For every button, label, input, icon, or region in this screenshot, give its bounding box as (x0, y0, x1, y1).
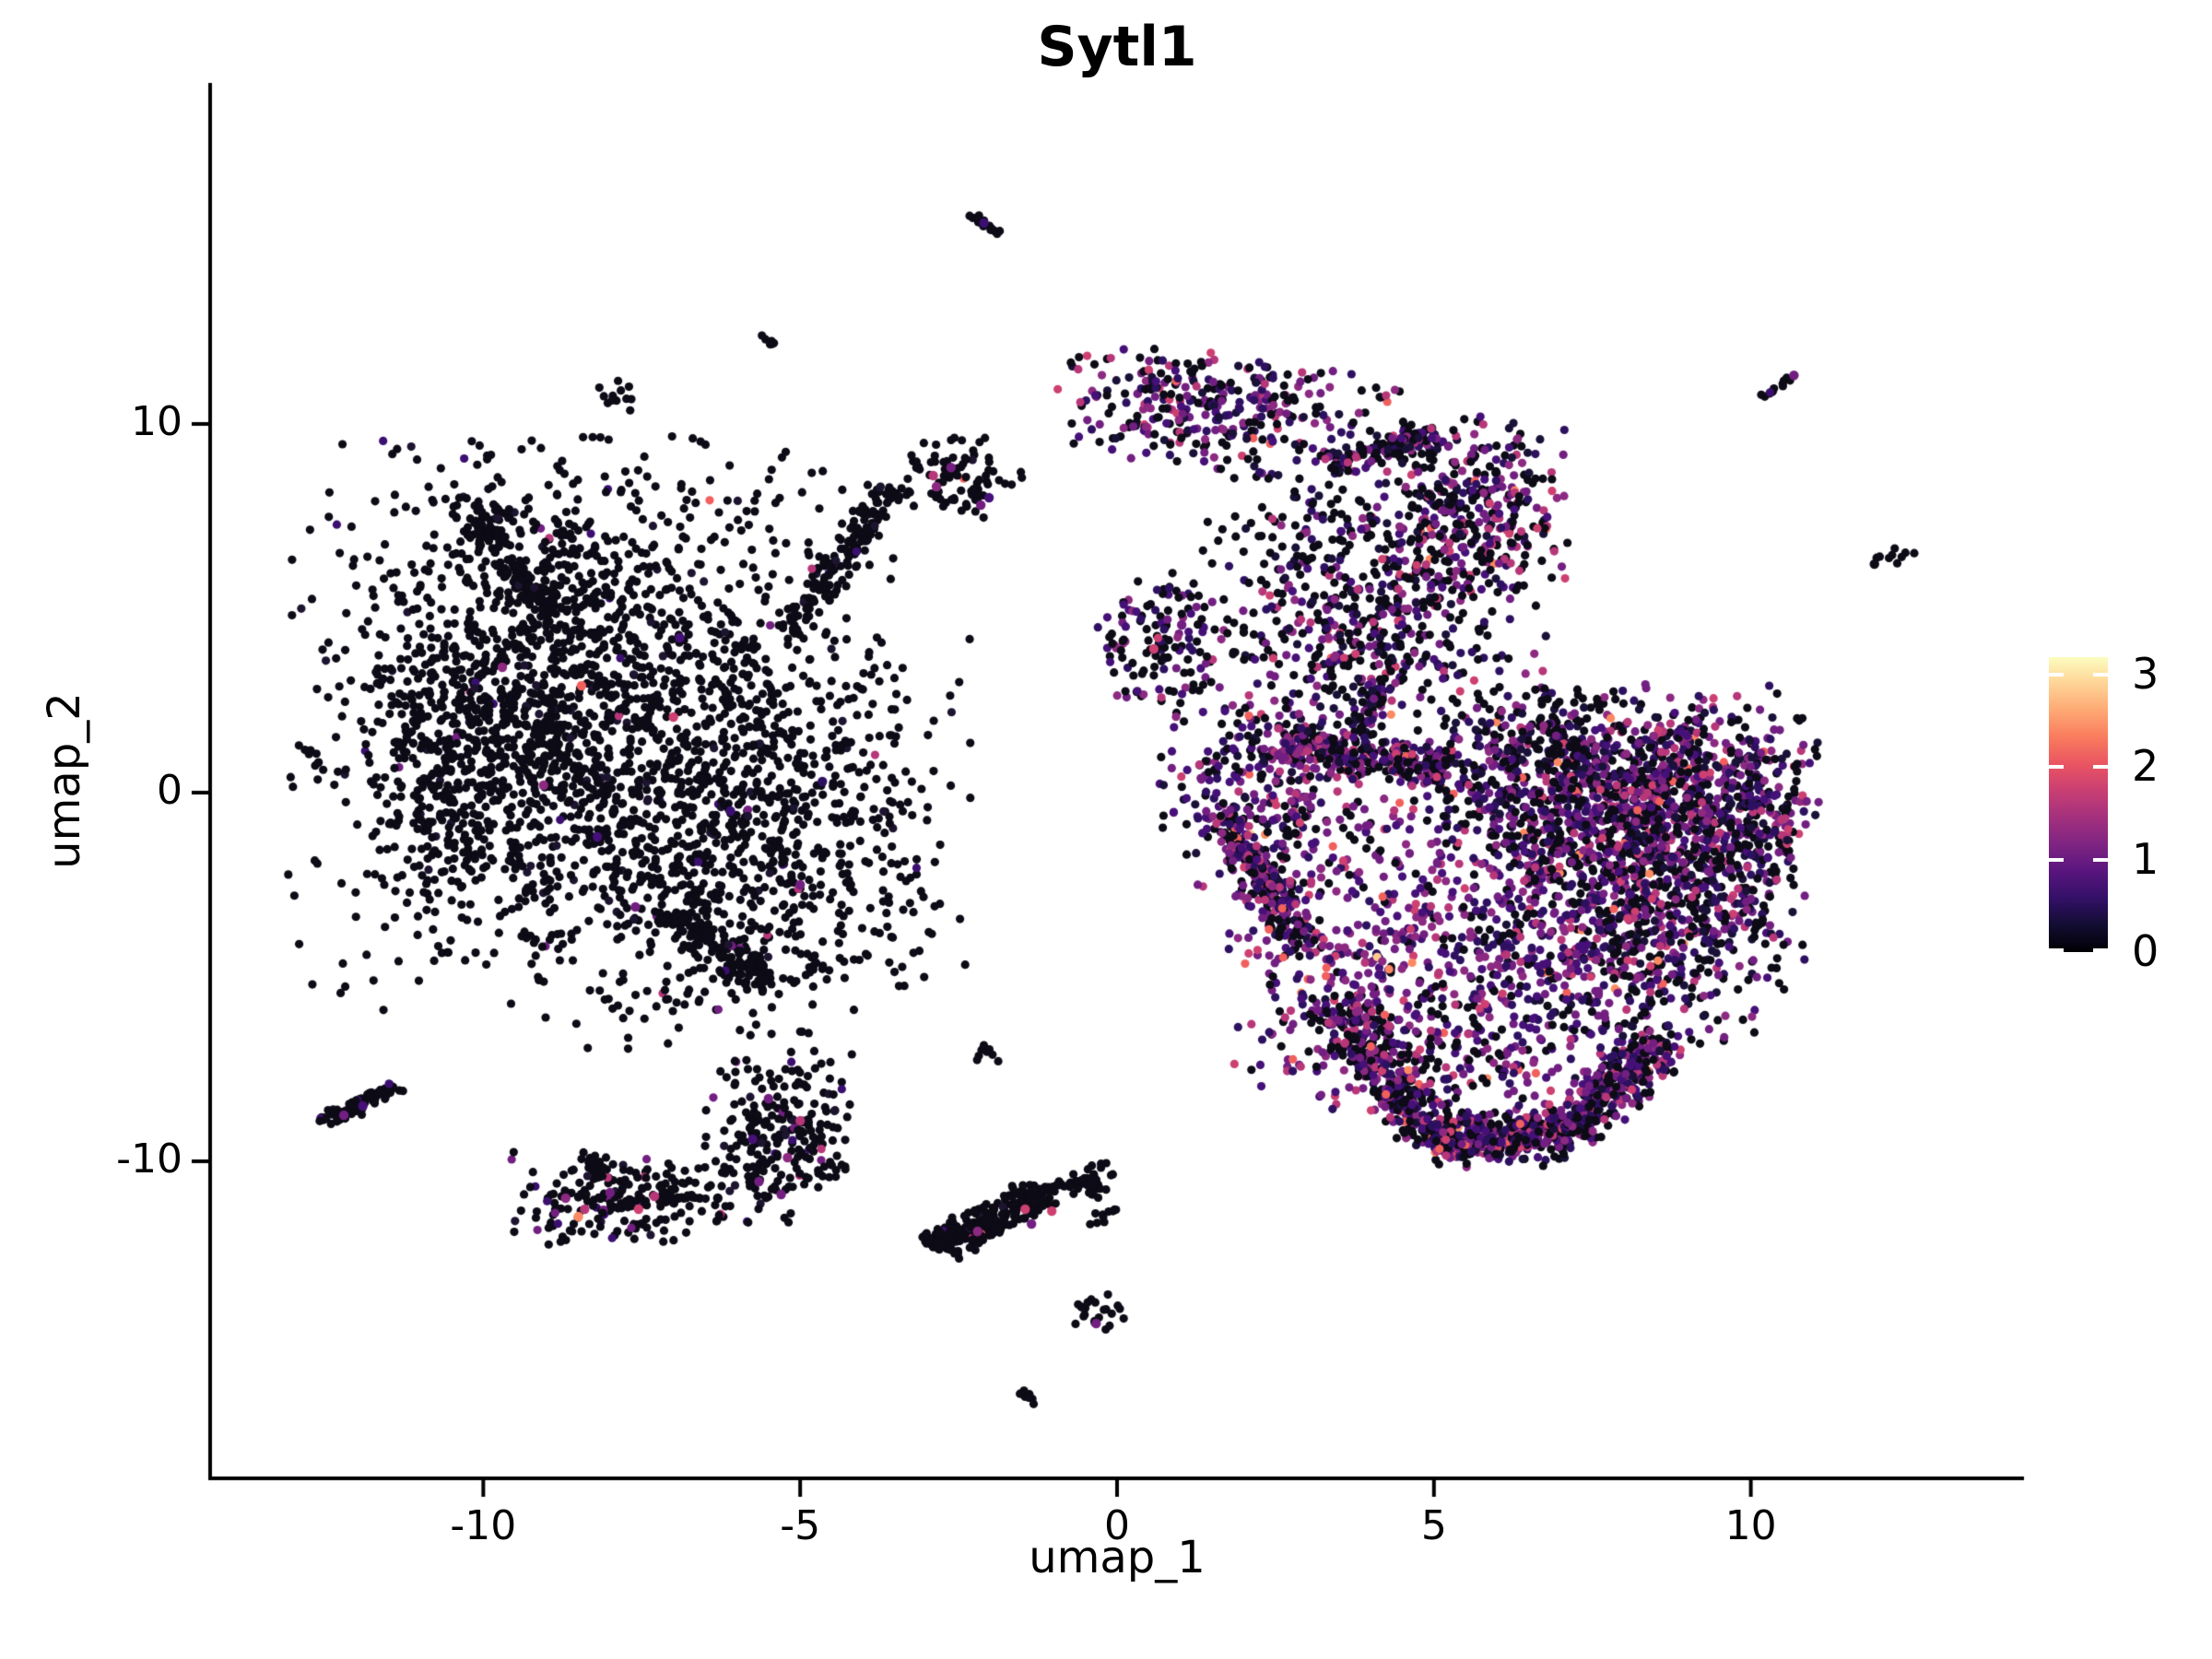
colorbar-tick-label: 0 (2132, 926, 2159, 976)
colorbar-tick-mark (2049, 857, 2064, 862)
colorbar-tick-mark (2093, 765, 2108, 770)
colorbar-tick-mark (2049, 765, 2064, 770)
colorbar-tick-mark (2093, 857, 2108, 862)
x-tick-label: -10 (450, 1502, 517, 1549)
x-axis-label: umap_1 (1029, 1532, 1206, 1583)
x-tick-label: 0 (1104, 1502, 1130, 1549)
colorbar-tick-label: 2 (2132, 741, 2159, 792)
chart-title: Sytl1 (1037, 15, 1197, 79)
x-tick-label: 5 (1420, 1502, 1447, 1549)
colorbar-tick-mark (2049, 673, 2064, 677)
y-tick-label: 0 (157, 767, 182, 814)
y-tick-label: -10 (116, 1135, 182, 1182)
colorbar-tick-mark (2093, 673, 2108, 677)
colorbar-gradient (2049, 657, 2108, 952)
y-tick-label: 10 (131, 398, 182, 445)
colorbar-tick-mark (2049, 948, 2064, 952)
colorbar-tick-mark (2093, 948, 2108, 952)
x-tick-label: 10 (1724, 1502, 1777, 1549)
x-tick-label: -5 (780, 1502, 821, 1549)
colorbar-tick-label: 3 (2132, 649, 2159, 700)
colorbar-tick-label: 1 (2132, 833, 2159, 884)
